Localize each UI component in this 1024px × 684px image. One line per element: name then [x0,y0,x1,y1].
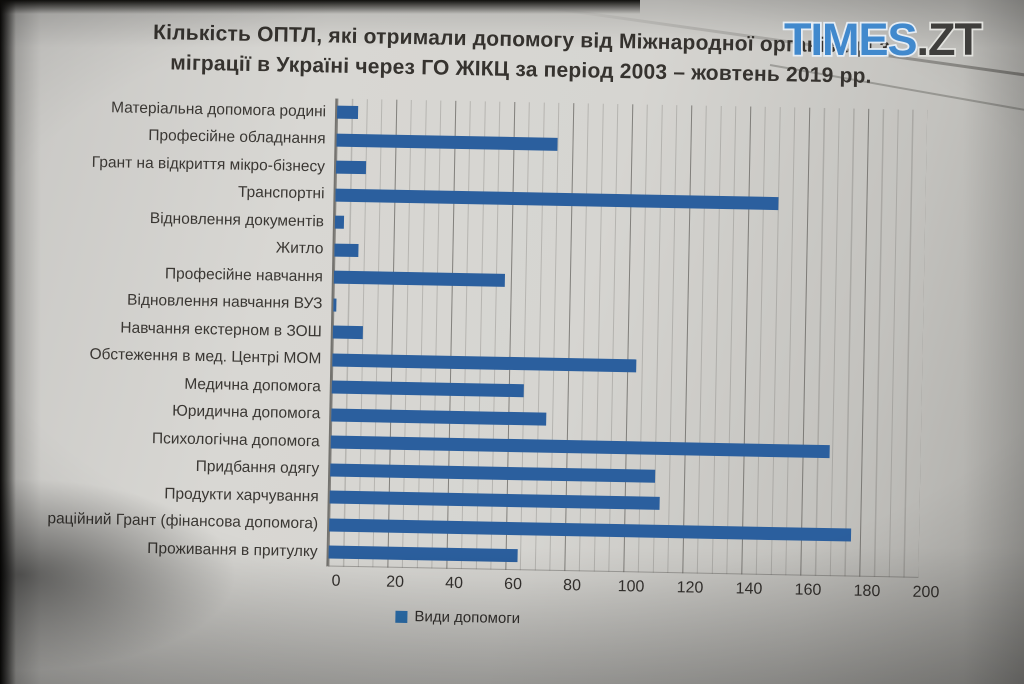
tick-label: 40 [444,575,464,593]
labels-column: Матеріальна допомога родині Професійне об… [4,92,335,567]
bar [332,353,637,373]
legend-label: Види допомоги [414,608,521,628]
bar [335,188,779,210]
bar [328,545,518,563]
bar [334,243,359,257]
bar [330,435,830,459]
bar [334,215,344,229]
tick-label: 200 [912,584,940,602]
watermark-text-primary: TIMES [784,14,917,64]
plot-area [326,98,928,579]
svg-text:TIMES.ZT: TIMES.ZT [784,14,982,64]
top-edge-shadow [0,0,640,14]
bar [333,298,337,312]
tick-label: 80 [562,577,582,595]
bar [336,133,558,151]
bar [330,463,655,483]
bar [332,325,363,340]
watermark-logo: TIMES.ZT [782,12,1018,69]
bar [331,380,524,398]
category-label: Проживання в притулку [147,539,318,560]
bar [335,160,366,175]
tick-label: 160 [794,581,822,600]
tick-label: 0 [331,572,341,591]
legend: Види допомоги [395,608,1017,637]
bar [333,270,506,287]
tick-label: 120 [676,579,704,598]
watermark-text-secondary: .ZT [917,14,982,64]
tick-label: 60 [503,576,523,594]
legend-marker-icon [395,610,408,623]
tick-label: 100 [617,578,645,596]
tick-label: 140 [735,580,763,599]
left-edge-shadow [0,0,16,684]
bar [329,490,661,510]
bar [329,518,852,542]
bar [336,105,358,120]
bar-chart: Матеріальна допомога родині Професійне об… [4,92,1024,580]
tick-label: 180 [853,582,881,601]
bar [331,408,547,426]
watermark-logo-svg: TIMES.ZT [782,12,984,67]
tick-label: 20 [385,574,405,592]
